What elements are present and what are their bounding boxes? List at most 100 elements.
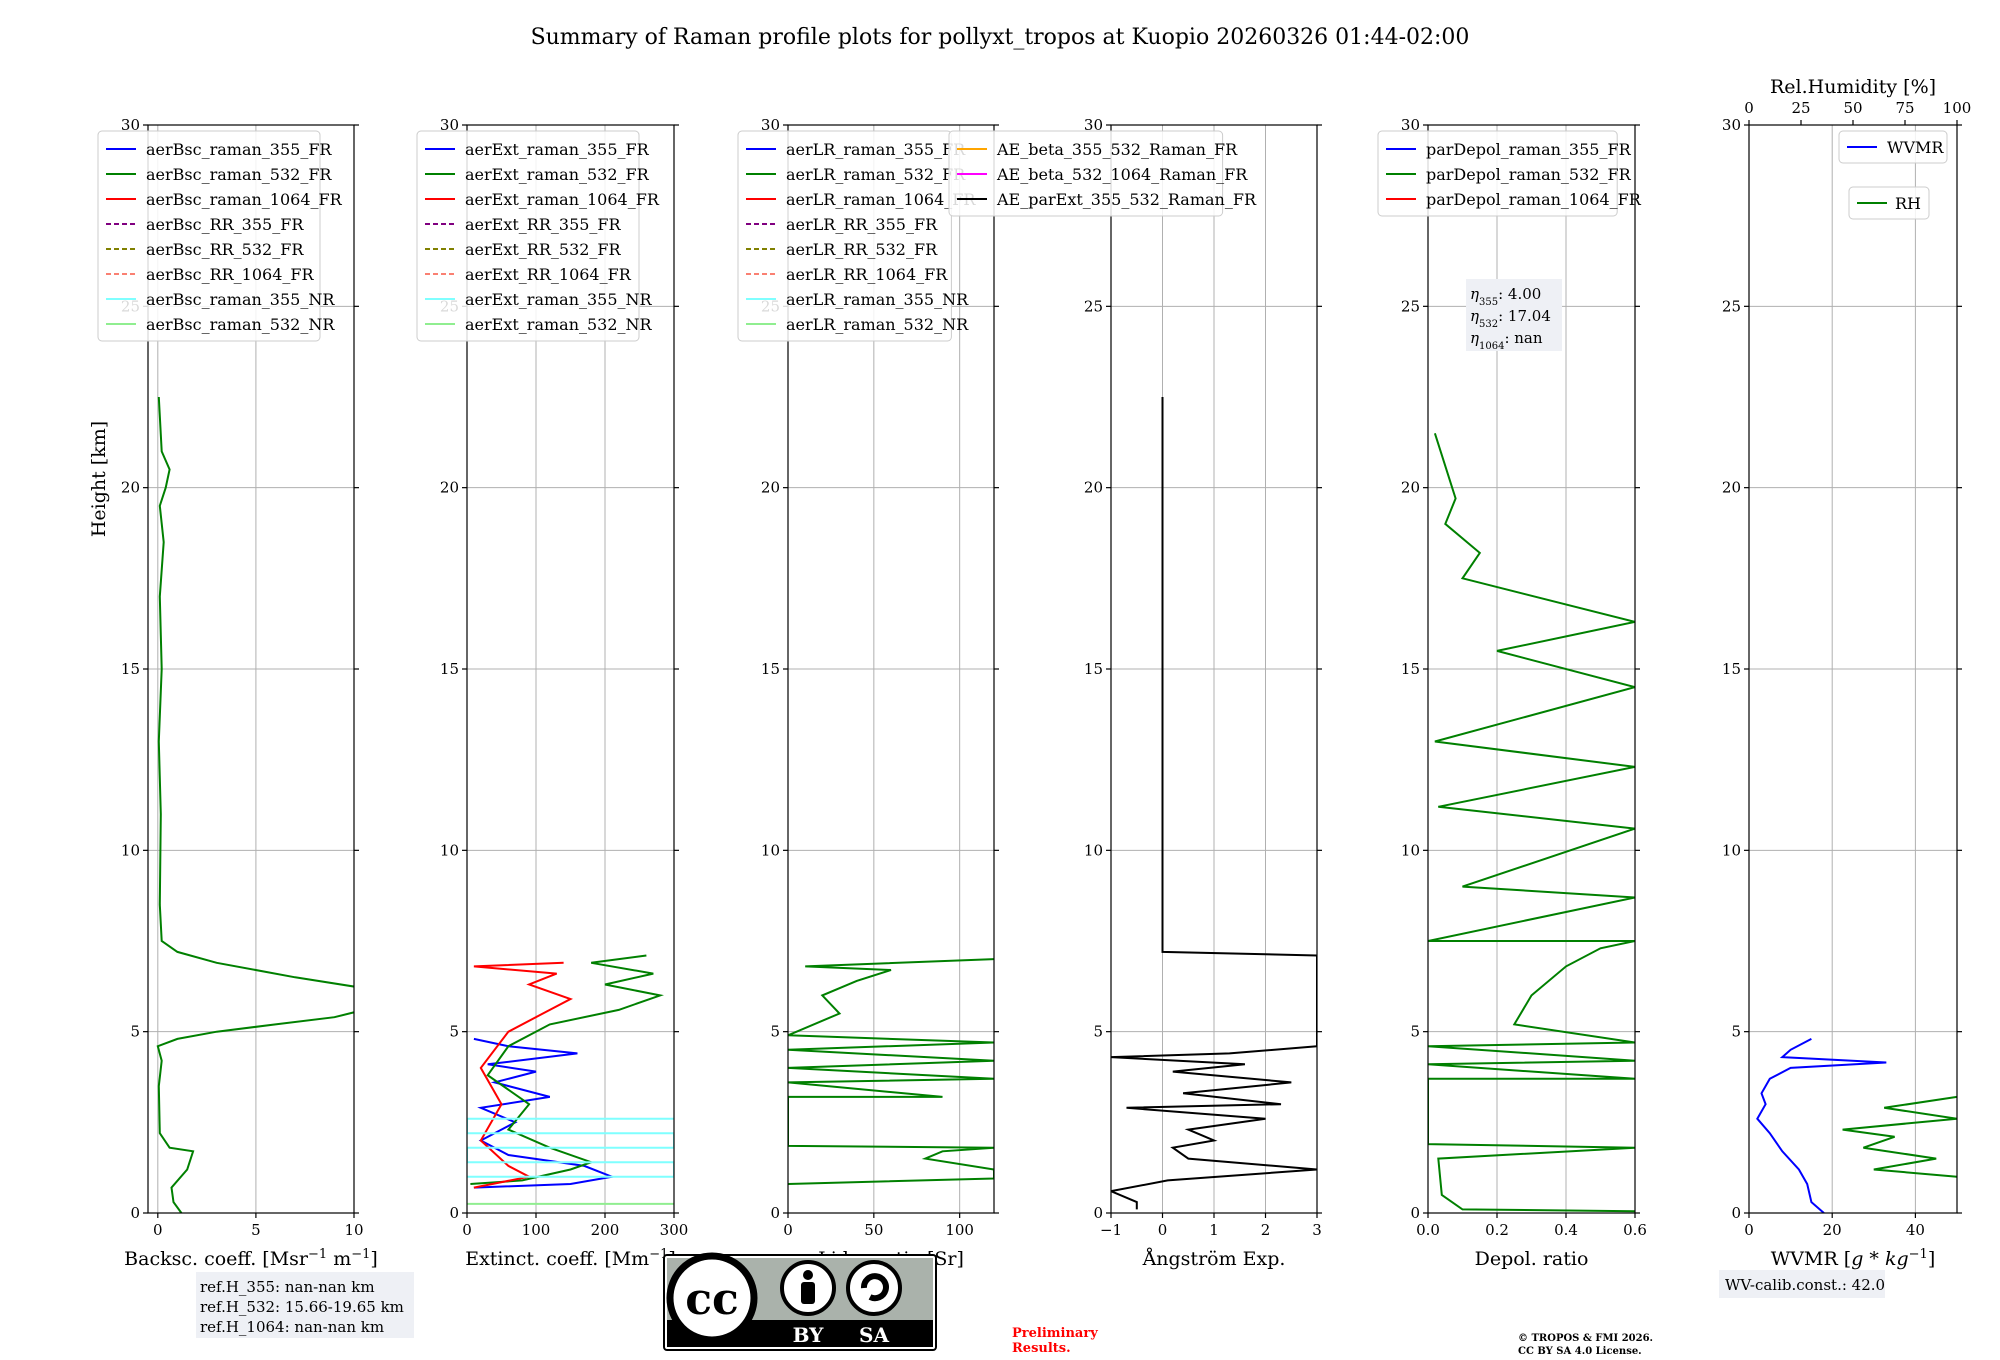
- series-WVMR: [1756, 1038, 1887, 1213]
- cc-text: cc: [685, 1274, 739, 1325]
- share-alike-icon: [846, 1260, 902, 1316]
- y-axis-label: Height [km]: [88, 421, 110, 537]
- y-tick-label: 30: [1084, 116, 1103, 134]
- legend-box: [1377, 130, 1618, 217]
- legend-box: [416, 130, 640, 342]
- y-tick-label: 5: [1093, 1023, 1103, 1041]
- x-axis-label: Depol. ratio: [1475, 1248, 1589, 1270]
- y-tick-label: 20: [1401, 479, 1420, 497]
- legend-label: AE_beta_532_1064_Raman_FR: [996, 165, 1248, 184]
- legend-box: [1838, 130, 1948, 164]
- legend-label: AE_parExt_355_532_Raman_FR: [996, 190, 1257, 209]
- ref-height-355: ref.H_355: nan-nan km: [200, 1278, 375, 1296]
- y-tick-label: 30: [761, 116, 780, 134]
- y-tick-label: 20: [1084, 479, 1103, 497]
- y-tick-label: 10: [440, 841, 459, 859]
- legend-box: [1848, 186, 1930, 220]
- legend-label: aerBsc_RR_1064_FR: [146, 265, 315, 284]
- x-tick-label: 3: [1312, 1221, 1322, 1239]
- x-tick-label: 0.6: [1623, 1221, 1647, 1239]
- copyright-line2: CC BY SA 4.0 License.: [1518, 1346, 1642, 1357]
- y-tick-label: 30: [1401, 116, 1420, 134]
- legend-label: aerBsc_raman_532_NR: [146, 315, 335, 334]
- panel-ext: 0510152025300100200300Extinct. coeff. [M…: [416, 116, 688, 1271]
- y-tick-label: 20: [440, 479, 459, 497]
- legend: parDepol_raman_355_FR parDepol_raman_532_…: [1377, 130, 1642, 217]
- y-tick-label: 5: [449, 1023, 459, 1041]
- y-tick-label: 15: [1722, 660, 1741, 678]
- legend: aerExt_raman_355_FR aerExt_raman_532_FRae…: [416, 130, 660, 342]
- legend-label: RH: [1895, 194, 1921, 213]
- x-tick-label: 50: [864, 1221, 883, 1239]
- reference-height-box: ref.H_355: nan-nan km ref.H_532: 15.66-1…: [196, 1272, 414, 1338]
- series-parDepol_raman_532_FR: [1428, 432, 1635, 1213]
- y-tick-label: 25: [1084, 297, 1103, 315]
- x-tick-label: 0: [783, 1221, 793, 1239]
- y-tick-label: 5: [770, 1023, 780, 1041]
- ref-height-1064: ref.H_1064: nan-nan km: [200, 1318, 384, 1336]
- legend-label: aerBsc_RR_355_FR: [146, 215, 304, 234]
- by-label: BY: [793, 1323, 825, 1347]
- legend-label: aerExt_RR_532_FR: [465, 240, 622, 259]
- y-tick-label: 20: [1722, 479, 1741, 497]
- legend-label: aerBsc_raman_355_FR: [146, 140, 332, 159]
- legend-box: [737, 130, 952, 342]
- x-tick-label: 10: [344, 1221, 363, 1239]
- cc-by-sa-logo: cc BY SA: [663, 1252, 937, 1351]
- series-aerExt_raman_1064_FR: [473, 961, 574, 1189]
- series-RH: [1842, 1095, 1957, 1178]
- y-tick-label: 10: [761, 841, 780, 859]
- legend: aerLR_raman_355_FR aerLR_raman_532_FR aerL…: [737, 130, 976, 342]
- series-aerExt_raman_532_FR: [470, 954, 664, 1185]
- cc-circle-icon: [666, 1252, 758, 1344]
- x-tick-label: 0: [462, 1221, 472, 1239]
- x-tick-label: 0: [153, 1221, 163, 1239]
- x-axis-label: WVMR [g * kg−1]: [1771, 1247, 1935, 1271]
- legend-box: [97, 130, 321, 342]
- legend-label: aerBsc_raman_355_NR: [146, 290, 335, 309]
- legend-label: parDepol_raman_355_FR: [1426, 140, 1632, 159]
- legend-label: aerLR_RR_1064_FR: [786, 265, 948, 284]
- annotation-box: [1466, 279, 1562, 351]
- figure-title: Summary of Raman profile plots for polly…: [531, 25, 1470, 50]
- legend-label: aerLR_raman_1064_FR: [786, 190, 976, 209]
- legend-label: aerLR_RR_355_FR: [786, 215, 938, 234]
- panel-depol: 0 5 10 15 20 25 30 0.0 0.2 0.4 0.6 Depol. ratio parD…: [1377, 116, 1647, 1270]
- y-tick-label: 5: [130, 1023, 140, 1041]
- eta-355: η355: 4.00: [1470, 285, 1541, 308]
- y-tick-label: 10: [1084, 841, 1103, 859]
- legend-label: WVMR: [1887, 138, 1944, 157]
- legend-label: aerLR_raman_355_NR: [786, 290, 969, 309]
- x-tick-label: 1: [1209, 1221, 1219, 1239]
- y-tick-label: 15: [1401, 660, 1420, 678]
- x-tick-label: 0.2: [1485, 1221, 1509, 1239]
- copyright-line1: © TROPOS & FMI 2026.: [1518, 1333, 1653, 1344]
- y-tick-label: 0: [1731, 1204, 1741, 1222]
- y-tick-label: 15: [1084, 660, 1103, 678]
- y-tick-label: 15: [440, 660, 459, 678]
- y-tick-label: 5: [1731, 1023, 1741, 1041]
- series-aerLR_raman_532_FR: [788, 958, 994, 1185]
- legend-label: aerBsc_raman_1064_FR: [146, 190, 343, 209]
- legend-label: aerExt_RR_1064_FR: [465, 265, 632, 284]
- legend-wvmr: WVMR: [1838, 130, 1948, 164]
- top-x-tick-label: 100: [1943, 99, 1972, 117]
- y-tick-label: 30: [440, 116, 459, 134]
- preliminary-line2: Results.: [1012, 1341, 1071, 1356]
- panel-bsc: 0510152025300510Backsc. coeff. [Msr−1 m−…: [88, 116, 378, 1270]
- sa-label: SA: [859, 1323, 889, 1347]
- wv-calib-label: WV-calib.const.: 42.0: [1725, 1276, 1885, 1294]
- legend-rh: RH: [1848, 186, 1930, 220]
- panel-lr: 051015202530050100Lidar ratio [Sr]aerLR_…: [737, 116, 999, 1270]
- y-tick-label: 20: [761, 479, 780, 497]
- legend-label: aerLR_RR_532_FR: [786, 240, 938, 259]
- x-tick-label: 0.0: [1416, 1221, 1440, 1239]
- x-tick-label: 0.4: [1554, 1221, 1578, 1239]
- top-x-tick-label: 75: [1895, 99, 1914, 117]
- x-axis-label: Extinct. coeff. [Mm−1]: [465, 1247, 676, 1271]
- y-tick-label: 10: [1722, 841, 1741, 859]
- x-tick-label: 100: [945, 1221, 974, 1239]
